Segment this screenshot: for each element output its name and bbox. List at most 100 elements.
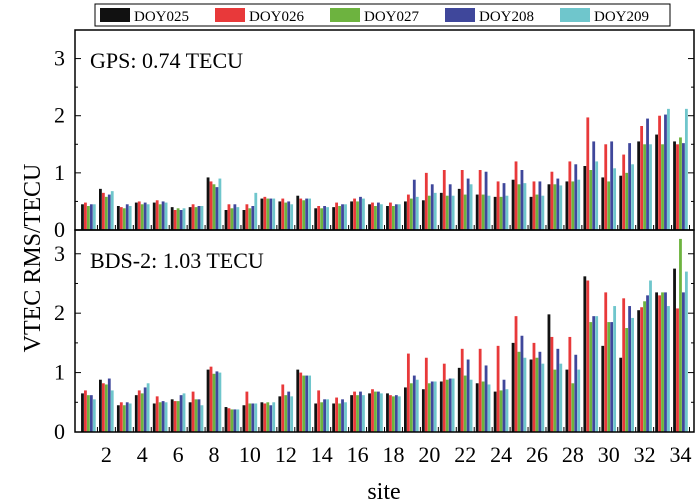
bar [104, 196, 108, 230]
bar [478, 348, 482, 432]
bar [571, 181, 575, 230]
bar [137, 201, 141, 230]
x-tick-label: 4 [137, 442, 148, 467]
bar [595, 161, 599, 230]
bar [107, 194, 111, 230]
x-tick-label: 28 [562, 442, 584, 467]
bar [631, 164, 634, 230]
x-tick-label: 24 [490, 442, 512, 467]
bar [487, 195, 491, 230]
bar [391, 206, 395, 230]
legend-label: DOY025 [134, 9, 189, 25]
bar [248, 403, 252, 432]
bar [81, 204, 84, 230]
bar [592, 316, 596, 432]
bar [481, 194, 485, 230]
bar [505, 389, 509, 432]
bar [344, 204, 347, 230]
legend-label: DOY209 [594, 9, 649, 25]
bar [679, 238, 682, 432]
bar [415, 196, 419, 230]
x-tick-label: 30 [598, 442, 620, 467]
bar [637, 310, 641, 432]
bar [412, 179, 416, 230]
bar [631, 317, 634, 432]
bds2-panel: 0 1 2 3 BDS-2: 1.03 TECU [54, 229, 695, 444]
bar [676, 308, 679, 432]
legend-label: DOY027 [364, 9, 419, 25]
bar [99, 379, 102, 432]
bar [541, 363, 545, 432]
bar [164, 202, 168, 230]
bar [84, 202, 87, 230]
bar [308, 198, 312, 230]
bar [493, 391, 497, 432]
bar [673, 268, 676, 432]
bar [535, 194, 539, 230]
bar [359, 391, 362, 432]
bar [146, 204, 150, 230]
x-axis-title: site [367, 479, 400, 503]
bar [607, 181, 611, 230]
bar [655, 134, 659, 230]
bar [511, 179, 515, 230]
bar [499, 390, 503, 432]
bar [110, 191, 114, 230]
bar [188, 207, 192, 230]
bar [448, 378, 452, 432]
bar [134, 395, 138, 432]
bar [538, 181, 542, 230]
bar [421, 200, 425, 230]
bar [92, 204, 96, 230]
bar [469, 184, 473, 230]
bar [559, 363, 563, 432]
bar [541, 195, 545, 230]
bar [496, 181, 500, 230]
bar [577, 179, 581, 230]
bar [278, 201, 282, 230]
bar [394, 395, 398, 432]
bar [487, 384, 491, 432]
bar [152, 202, 156, 230]
bar [140, 393, 144, 432]
bar [610, 141, 614, 230]
bar [622, 298, 626, 432]
bar [547, 314, 551, 432]
bar [188, 402, 192, 432]
bar [568, 161, 572, 230]
bar [613, 306, 617, 432]
bar [601, 177, 605, 230]
bar [424, 172, 428, 230]
bar [260, 402, 264, 432]
bar [445, 195, 449, 230]
bar [314, 208, 318, 230]
bar [128, 403, 132, 432]
bar [320, 402, 324, 432]
bar [529, 196, 533, 230]
bar [463, 375, 467, 432]
bar [143, 387, 147, 432]
bar [574, 164, 578, 230]
bar [517, 184, 521, 230]
x-tick-label: 10 [239, 442, 261, 467]
bar [559, 185, 563, 230]
bar [595, 316, 599, 432]
bar [625, 172, 629, 230]
bar [200, 405, 204, 432]
bar [260, 198, 264, 230]
x-tick-label: 14 [311, 442, 333, 467]
bar [194, 399, 198, 432]
bar [122, 208, 126, 230]
bar [406, 353, 410, 432]
bar [409, 383, 413, 432]
legend-swatch [215, 8, 245, 22]
bar [637, 141, 641, 230]
bar [475, 194, 479, 230]
bar [119, 402, 123, 432]
bar [430, 381, 434, 432]
bar [227, 204, 231, 230]
gps-panel: 0 1 2 3 GPS: 0.74 TECU [54, 29, 695, 242]
bar [209, 366, 213, 432]
bar [323, 206, 326, 230]
bar [197, 399, 201, 432]
